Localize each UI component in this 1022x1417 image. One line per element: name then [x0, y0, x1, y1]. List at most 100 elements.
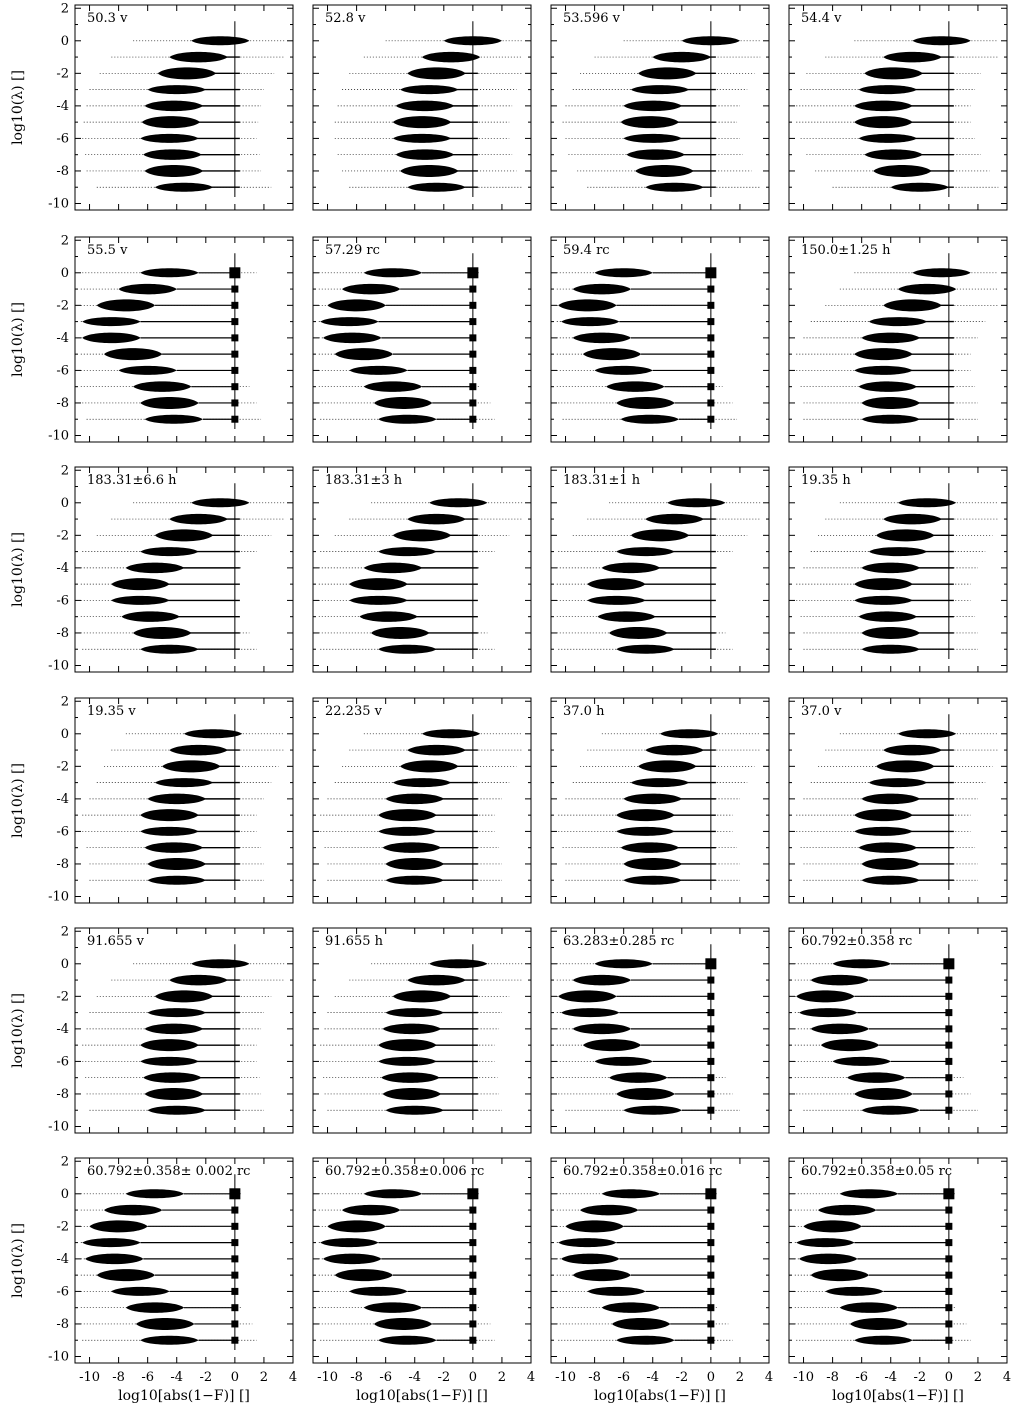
reference-square-marker — [707, 1009, 715, 1017]
y-axis-label: log10(λ) [] — [10, 302, 26, 377]
x-tick-label: -8 — [350, 1370, 363, 1385]
y-tick-label: -2 — [56, 1219, 69, 1234]
panel-18: 91.655 h — [312, 927, 532, 1134]
y-tick-label: -4 — [56, 1252, 69, 1267]
x-tick-label: -10 — [555, 1370, 576, 1385]
panel-frame — [74, 697, 294, 904]
panel-frame — [550, 466, 770, 673]
x-tick-label: 4 — [765, 1370, 773, 1385]
y-axis-label: log10(λ) [] — [10, 1223, 26, 1298]
violin-body — [861, 1105, 920, 1115]
panel-title: 63.283±0.285 rc — [563, 934, 674, 949]
y-axis-label: log10(λ) [] — [10, 993, 26, 1068]
panel-24: -10 -8 -6 -4 -2 0 2 4 60.792±0.358±0.05 rc log10[… — [788, 1157, 1011, 1404]
reference-square-marker — [945, 1074, 953, 1082]
violin-body — [136, 1317, 195, 1330]
reference-square-marker — [707, 1320, 715, 1328]
reference-square-marker — [707, 366, 715, 374]
reference-square-marker — [469, 1320, 477, 1328]
panel-frame — [788, 1157, 1008, 1364]
x-tick-label: 0 — [707, 1370, 715, 1385]
reference-square-marker — [469, 1255, 477, 1263]
violin-body — [342, 283, 401, 295]
y-tick-label: -10 — [48, 889, 69, 904]
x-axis-label: log10[abs(1−F)] [] — [118, 1388, 250, 1404]
panel-4: 54.4 v — [788, 4, 1008, 211]
y-tick-label: -8 — [56, 1317, 69, 1332]
panel-title: 54.4 v — [801, 11, 842, 26]
panel-16: 37.0 v — [788, 697, 1008, 904]
y-tick-label: 0 — [61, 496, 69, 511]
panel-frame — [788, 466, 1008, 673]
y-tick-label: 2 — [61, 1, 69, 16]
violin-body — [363, 1302, 422, 1313]
reference-square-marker — [705, 267, 717, 279]
panel-5: 2 0 -2 -4 -6 -8 -10 55.5 v log10(λ) [] — [10, 233, 294, 443]
reference-square-marker — [945, 1041, 953, 1049]
reference-square-marker — [945, 976, 953, 984]
x-tick-label: -4 — [170, 1370, 183, 1385]
violin-body — [422, 51, 481, 63]
violin-body — [580, 1204, 639, 1216]
violin-body — [810, 974, 869, 986]
violin-body — [118, 283, 177, 295]
reference-square-marker — [943, 1188, 955, 1200]
violin-body — [169, 513, 228, 525]
panel-title: 150.0±1.25 h — [801, 243, 891, 258]
reference-square-marker — [707, 1025, 715, 1033]
violin-body — [810, 1023, 869, 1035]
violin-body — [443, 36, 502, 46]
reference-square-marker — [707, 301, 715, 309]
y-tick-label: -10 — [48, 428, 69, 443]
panel-frame — [550, 236, 770, 443]
reference-square-marker — [231, 318, 239, 326]
panel-title: 55.5 v — [87, 243, 128, 258]
y-tick-label: -6 — [56, 593, 69, 608]
violin-body — [320, 317, 379, 327]
violin-body — [82, 1238, 141, 1248]
reference-square-marker — [945, 1304, 953, 1312]
violin-body — [572, 283, 631, 295]
reference-square-marker — [707, 1336, 715, 1344]
x-tick-label: -2 — [913, 1370, 926, 1385]
reference-square-marker — [705, 958, 717, 970]
y-tick-label: -6 — [56, 1284, 69, 1299]
reference-square-marker — [467, 1188, 479, 1200]
violin-body — [609, 1072, 668, 1083]
y-tick-label: -10 — [48, 196, 69, 211]
panel-frame — [312, 236, 532, 443]
violin-body — [334, 1269, 393, 1282]
reference-square-marker — [231, 301, 239, 309]
reference-square-marker — [707, 1271, 715, 1279]
x-tick-label: -10 — [793, 1370, 814, 1385]
x-tick-label: -4 — [408, 1370, 421, 1385]
reference-square-marker — [945, 1287, 953, 1295]
violin-body — [327, 1220, 386, 1233]
panel-7: 59.4 rc — [550, 236, 770, 443]
panel-frame — [788, 927, 1008, 1134]
violin-body — [422, 729, 481, 739]
x-tick-label: -10 — [317, 1370, 338, 1385]
reference-square-marker — [707, 285, 715, 293]
violin-body — [323, 332, 382, 344]
reference-square-marker — [231, 1320, 239, 1328]
violin-body — [363, 1189, 422, 1199]
reference-square-marker — [469, 1206, 477, 1214]
x-tick-label: 4 — [1003, 1370, 1011, 1385]
reference-square-marker — [469, 1304, 477, 1312]
x-tick-label: 2 — [736, 1370, 744, 1385]
panel-frame — [312, 4, 532, 211]
reference-square-marker — [945, 1009, 953, 1017]
y-tick-label: -8 — [56, 164, 69, 179]
violin-body — [85, 1253, 144, 1265]
violin-body — [169, 744, 228, 756]
panel-frame — [312, 697, 532, 904]
panel-12: 19.35 h — [788, 466, 1008, 673]
reference-square-marker — [469, 1271, 477, 1279]
reference-square-marker — [707, 318, 715, 326]
panel-title: 37.0 h — [563, 704, 605, 719]
violin-body — [363, 268, 422, 278]
panel-frame — [74, 236, 294, 443]
y-tick-label: -2 — [56, 298, 69, 313]
violin-body — [847, 1072, 906, 1083]
